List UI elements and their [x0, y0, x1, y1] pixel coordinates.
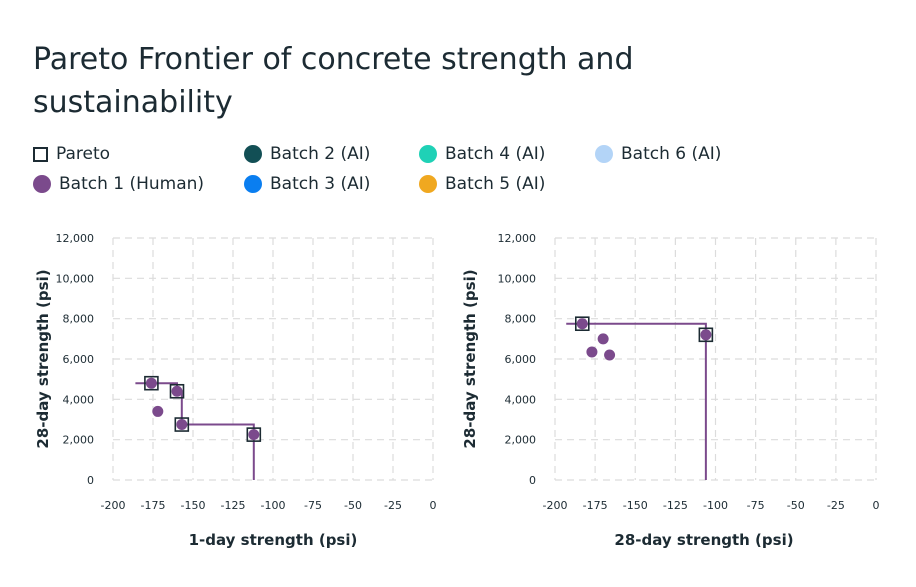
batch-5-dot-icon	[419, 175, 437, 193]
y-tick-label: 0	[87, 474, 94, 487]
pareto-marker	[174, 417, 190, 432]
legend-item-batch-6: Batch 6 (AI)	[595, 144, 721, 164]
y-tick-label: 4,000	[505, 393, 537, 406]
x-tick-label: 0	[873, 499, 880, 512]
legend-label: Batch 4 (AI)	[445, 144, 546, 164]
y-tick-label: 8,000	[63, 313, 95, 326]
legend-item-batch-1: Batch 1 (Human)	[33, 174, 204, 194]
x-tick-label: -25	[384, 499, 402, 512]
legend-item-batch-3: Batch 3 (AI)	[244, 174, 370, 194]
batch-1-dot-icon	[33, 175, 51, 193]
x-tick-label: -200	[101, 499, 126, 512]
x-tick-label: -50	[787, 499, 805, 512]
legend-label: Batch 1 (Human)	[59, 174, 205, 194]
legend: Pareto Batch 1 (Human) Batch 2 (AI) Batc…	[33, 140, 893, 200]
batch-1-point	[248, 429, 260, 441]
batch-1-point	[597, 333, 609, 345]
x-tick-label: -75	[747, 499, 765, 512]
y-tick-label: 10,000	[498, 272, 537, 285]
x-tick-label: -100	[261, 499, 286, 512]
y-tick-label: 2,000	[505, 434, 537, 447]
x-tick-label: -150	[623, 499, 648, 512]
batch-4-dot-icon	[419, 145, 437, 163]
y-axis-label: 28-day strength (psi)	[461, 269, 479, 448]
y-axis-label: 28-day strength (psi)	[34, 269, 52, 448]
x-tick-label: -175	[141, 499, 166, 512]
legend-item-batch-5: Batch 5 (AI)	[419, 174, 545, 194]
x-tick-label: -125	[221, 499, 246, 512]
y-tick-label: 6,000	[63, 353, 95, 366]
batch-3-dot-icon	[244, 175, 262, 193]
batch-1-point	[576, 318, 588, 330]
legend-item-pareto: Pareto	[33, 144, 110, 164]
y-tick-label: 2,000	[63, 434, 95, 447]
pareto-marker	[169, 383, 185, 399]
batch-2-dot-icon	[244, 145, 262, 163]
legend-label: Batch 2 (AI)	[270, 144, 371, 164]
x-tick-label: -150	[181, 499, 206, 512]
legend-item-batch-2: Batch 2 (AI)	[244, 144, 370, 164]
x-tick-label: -25	[827, 499, 845, 512]
x-tick-label: -75	[304, 499, 322, 512]
legend-label: Batch 5 (AI)	[445, 174, 546, 194]
batch-6-dot-icon	[595, 145, 613, 163]
batch-1-point	[700, 329, 712, 341]
y-tick-label: 0	[529, 474, 536, 487]
x-tick-label: -200	[543, 499, 568, 512]
batch-1-point	[176, 419, 188, 431]
pareto-marker	[144, 375, 159, 391]
x-tick-label: -125	[663, 499, 688, 512]
y-tick-label: 12,000	[56, 232, 95, 245]
x-tick-label: 0	[430, 499, 437, 512]
y-tick-label: 6,000	[505, 353, 537, 366]
legend-label: Pareto	[56, 144, 111, 164]
y-tick-label: 8,000	[505, 313, 537, 326]
y-tick-label: 12,000	[498, 232, 537, 245]
x-axis-label: 28-day strength (psi)	[614, 531, 793, 549]
batch-1-point	[171, 385, 183, 397]
x-tick-label: -100	[703, 499, 728, 512]
legend-label: Batch 6 (AI)	[621, 144, 722, 164]
chart-title: Pareto Frontier of concrete strength and…	[33, 42, 634, 120]
x-tick-label: -50	[344, 499, 362, 512]
y-tick-label: 4,000	[63, 393, 95, 406]
legend-label: Batch 3 (AI)	[270, 174, 371, 194]
legend-item-batch-4: Batch 4 (AI)	[419, 144, 545, 164]
x-axis-label: 1-day strength (psi)	[189, 531, 358, 549]
pareto-marker	[246, 427, 262, 442]
pareto-marker	[698, 327, 714, 343]
pareto-square-icon	[33, 146, 48, 162]
batch-1-point	[604, 349, 616, 361]
x-tick-label: -175	[583, 499, 608, 512]
y-tick-label: 10,000	[56, 272, 95, 285]
pareto-frontier-line	[566, 322, 707, 480]
batch-1-point	[586, 346, 598, 358]
batch-1-point	[152, 405, 164, 417]
pareto-marker	[574, 316, 590, 332]
batch-1-point	[145, 377, 157, 389]
